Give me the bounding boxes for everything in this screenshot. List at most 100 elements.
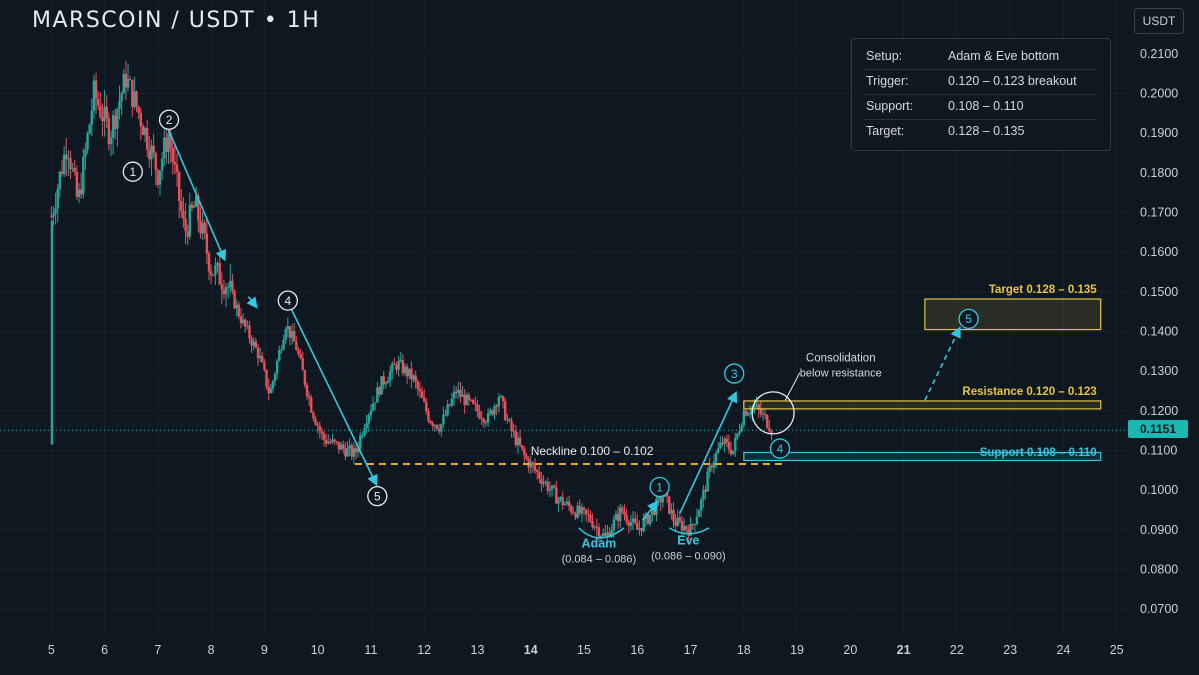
candle-body xyxy=(555,487,558,504)
candle-body xyxy=(235,304,238,309)
candle-body xyxy=(154,152,157,171)
candle-body xyxy=(525,455,528,459)
candle-body xyxy=(567,501,571,507)
candlesticks xyxy=(50,61,773,543)
candle-body xyxy=(661,496,665,503)
candle-body xyxy=(636,522,639,530)
candle-body xyxy=(267,386,270,394)
candle-body xyxy=(188,204,192,237)
candle-body xyxy=(542,482,545,484)
candle-body xyxy=(82,156,85,195)
candle-body xyxy=(382,376,385,385)
candle-body xyxy=(152,145,155,153)
candle-body xyxy=(393,363,396,365)
candle-body xyxy=(570,506,573,513)
candle-body xyxy=(429,421,432,424)
candle-body xyxy=(301,358,304,371)
zone-label: Support 0.108 – 0.110 xyxy=(980,447,1097,459)
candle-body xyxy=(56,188,59,209)
candle-body xyxy=(403,366,407,374)
wave-label-circle xyxy=(958,308,979,329)
price-unit-button[interactable]: USDT xyxy=(1134,8,1184,34)
candle-body xyxy=(331,439,334,443)
candle-body xyxy=(672,509,675,522)
y-tick-label: 0.1900 xyxy=(1140,126,1178,140)
candle-body xyxy=(452,391,456,399)
x-tick-label: 17 xyxy=(684,643,698,657)
candle-body xyxy=(335,441,339,443)
candle-body xyxy=(625,515,628,522)
trend-arrow xyxy=(641,500,659,521)
candle-body xyxy=(120,93,123,102)
candle-body xyxy=(648,514,652,524)
candle-body xyxy=(727,442,731,450)
wave-label: 2 xyxy=(166,113,173,127)
info-row-support: Support: 0.108 – 0.110 xyxy=(864,94,1096,120)
candle-body xyxy=(184,218,187,232)
x-tick-label: 15 xyxy=(577,643,591,657)
zone-box xyxy=(924,298,1102,331)
candle-body xyxy=(601,532,605,537)
candle-body xyxy=(273,373,277,382)
wave-label-circle xyxy=(367,486,388,507)
current-price-tag: 0.1151 xyxy=(1128,420,1188,438)
candle-body xyxy=(275,360,279,374)
candle-body xyxy=(668,496,671,514)
trend-arrow xyxy=(924,326,961,401)
x-tick-label: 19 xyxy=(790,643,804,657)
candle-body xyxy=(69,158,72,170)
info-value: Adam & Eve bottom xyxy=(948,49,1060,63)
candle-body xyxy=(587,513,590,515)
candle-body xyxy=(111,115,115,138)
y-tick-label: 0.1200 xyxy=(1140,404,1178,418)
candle-body xyxy=(399,359,402,361)
x-tick-label: 18 xyxy=(737,643,751,657)
candle-body xyxy=(388,371,392,381)
candle-body xyxy=(697,510,701,517)
candle-body xyxy=(75,171,79,197)
wave-label-circle xyxy=(649,476,670,498)
candle-body xyxy=(425,401,428,412)
candle-body xyxy=(384,383,388,385)
candle-body xyxy=(499,396,503,398)
trend-arrow xyxy=(290,308,378,487)
candle-body xyxy=(128,78,132,80)
candle-body xyxy=(763,413,767,416)
candle-body xyxy=(440,424,443,432)
candle-body xyxy=(58,171,62,189)
candle-body xyxy=(209,271,213,276)
candle-body xyxy=(137,106,140,113)
candle-body xyxy=(350,445,353,457)
candle-body xyxy=(437,428,441,432)
info-key: Support: xyxy=(866,99,914,113)
candle-body xyxy=(461,394,464,397)
candle-body xyxy=(327,441,330,444)
candle-body xyxy=(629,522,633,527)
x-tick-label: 8 xyxy=(208,643,215,657)
candle-body xyxy=(201,222,204,234)
candle-body xyxy=(531,462,535,466)
candle-body xyxy=(165,137,168,152)
candle-body xyxy=(476,404,479,412)
y-tick-label: 0.0900 xyxy=(1140,523,1178,537)
candle-body xyxy=(687,529,690,536)
candle-body xyxy=(352,448,356,457)
candle-body xyxy=(167,133,170,152)
chart-title: MARSCOIN / USDT • 1H xyxy=(32,8,321,33)
candle-body xyxy=(195,195,198,207)
candle-body xyxy=(160,158,164,171)
candle-body xyxy=(510,420,513,431)
wave-label: 1 xyxy=(129,165,136,179)
candle-body xyxy=(248,325,251,339)
candle-body xyxy=(139,112,143,127)
candle-body xyxy=(680,521,684,531)
candle-body xyxy=(310,397,313,413)
candle-body xyxy=(252,341,255,346)
candle-body xyxy=(378,387,381,395)
neckline-label: Neckline 0.100 – 0.102 xyxy=(531,444,654,458)
candle-body xyxy=(408,368,411,377)
candle-body xyxy=(320,430,324,434)
candle-body xyxy=(135,91,138,107)
candle-body xyxy=(746,413,750,416)
candle-body xyxy=(597,527,601,537)
